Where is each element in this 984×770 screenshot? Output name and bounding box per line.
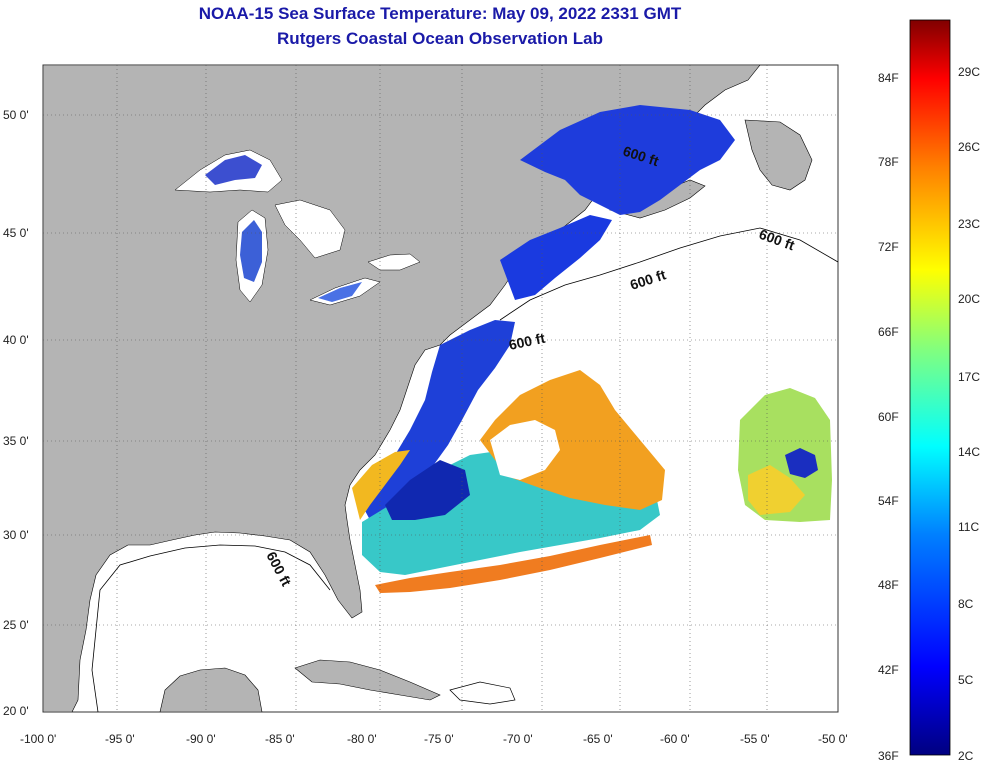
colorbar-c-label: 2C	[958, 749, 974, 763]
land-yucatan	[159, 667, 263, 712]
sst-cold-eddy	[385, 460, 470, 520]
colorbar-c-label: 14C	[958, 445, 980, 459]
sst-offshore-cold-eddy	[785, 448, 818, 478]
colorbar-f-label: 42F	[878, 663, 899, 677]
lon-tick-label: -70 0'	[503, 732, 533, 746]
lat-tick-label: 45 0'	[3, 226, 29, 240]
land-newfoundland	[744, 119, 813, 191]
colorbar-f-label: 72F	[878, 240, 899, 254]
sst-florida-warm	[352, 450, 410, 520]
lon-tick-label: -65 0'	[583, 732, 613, 746]
lat-tick-label: 40 0'	[3, 333, 29, 347]
colorbar-f-label: 60F	[878, 410, 899, 424]
map-title: NOAA-15 Sea Surface Temperature: May 09,…	[198, 4, 682, 23]
colorbar-c-label: 20C	[958, 292, 980, 306]
cloud-gap	[490, 420, 560, 480]
lat-tick-label: 30 0'	[3, 528, 29, 542]
sst-gulf-stlawrence	[520, 105, 735, 215]
lon-tick-label: -100 0'	[20, 732, 56, 746]
colorbar-f-label: 36F	[878, 749, 899, 763]
lon-tick-label: -75 0'	[424, 732, 454, 746]
land-hispaniola	[449, 681, 516, 705]
contour-600ft-northeast	[499, 227, 838, 321]
colorbar-f-label: 54F	[878, 494, 899, 508]
colorbar-celsius-labels: 29C 26C 23C 20C 17C 14C 11C 8C 5C 2C	[958, 65, 980, 763]
colorbar-c-label: 29C	[958, 65, 980, 79]
sst-shelf-blue	[362, 320, 515, 520]
colorbar-fahrenheit-labels: 84F 78F 72F 66F 60F 54F 48F 42F 36F	[878, 71, 899, 763]
colorbar-c-label: 26C	[958, 140, 980, 154]
lon-tick-label: -80 0'	[347, 732, 377, 746]
sst-lake-superior-cold	[205, 155, 262, 185]
colorbar-c-label: 5C	[958, 673, 974, 687]
colorbar-f-label: 78F	[878, 155, 899, 169]
lat-tick-label: 25 0'	[3, 618, 29, 632]
lat-tick-label: 50 0'	[3, 108, 29, 122]
colorbar-c-label: 17C	[958, 370, 980, 384]
lon-tick-label: -60 0'	[660, 732, 690, 746]
sst-gulf-stream-southern	[375, 535, 652, 593]
colorbar-c-label: 11C	[958, 520, 979, 534]
colorbar	[909, 19, 951, 756]
lon-tick-label: -50 0'	[818, 732, 848, 746]
grid-lines	[43, 65, 838, 712]
lat-axis: 20 0' 25 0' 30 0' 35 0' 40 0' 45 0' 50 0…	[3, 108, 29, 718]
sst-lake-erie-cold	[318, 282, 362, 302]
sst-lake-michigan-cold	[240, 220, 262, 282]
colorbar-f-label: 66F	[878, 325, 899, 339]
sst-gulf-maine	[500, 215, 612, 300]
lake-huron	[274, 199, 346, 259]
lat-tick-label: 35 0'	[3, 434, 29, 448]
lon-axis: -100 0' -95 0' -90 0' -85 0' -80 0' -75 …	[20, 732, 848, 746]
lat-tick-label: 20 0'	[3, 704, 29, 718]
lon-tick-label: -90 0'	[186, 732, 216, 746]
map-subtitle: Rutgers Coastal Ocean Observation Lab	[277, 29, 603, 48]
contour-600ft-gulf	[91, 544, 331, 712]
contour-label-600ft-4: 600 ft	[507, 330, 546, 353]
colorbar-f-label: 48F	[878, 578, 899, 592]
colorbar-c-label: 8C	[958, 597, 974, 611]
lon-tick-label: -55 0'	[740, 732, 770, 746]
land-cuba	[294, 659, 441, 701]
colorbar-f-label: 84F	[878, 71, 899, 85]
lon-tick-label: -95 0'	[105, 732, 135, 746]
colorbar-c-label: 23C	[958, 217, 980, 231]
sst-offshore-warm	[748, 465, 805, 515]
lon-tick-label: -85 0'	[265, 732, 295, 746]
